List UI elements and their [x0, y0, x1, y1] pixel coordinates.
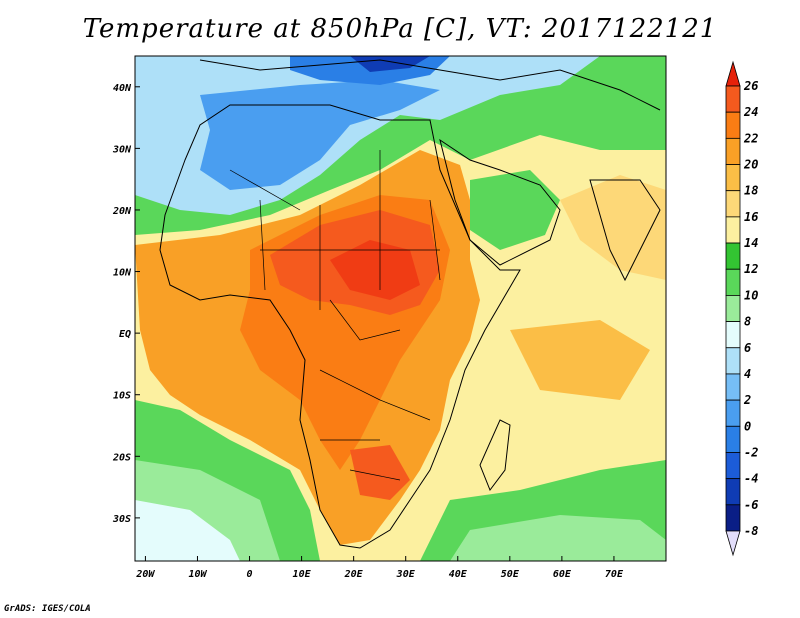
field-india-warm	[560, 175, 666, 280]
colorbar-segment	[725, 268, 741, 296]
lon-tick-label: 30E	[396, 569, 416, 580]
colorbar-segment	[725, 373, 741, 401]
field-europe-coldest	[350, 56, 430, 72]
colorbar-label: 18	[744, 184, 758, 198]
lon-tick-label: 60E	[553, 569, 572, 580]
coastlines	[159, 59, 661, 549]
lon-tick-label: 40E	[449, 569, 468, 580]
colorbar-label: 24	[743, 105, 758, 119]
colorbar-segment	[725, 111, 741, 139]
colorbar-label: -8	[744, 524, 758, 538]
field-south-indian-cool	[450, 515, 666, 561]
africa-coastline	[159, 104, 521, 549]
colorbar-bottom-arrow	[725, 530, 741, 557]
axis-ticks: 40N 30N 20N 10N EQ 10S 20S 30S 20W 10W 0 10E 20E 30E 4…	[112, 83, 624, 580]
field-africa-hottest	[330, 240, 420, 300]
colorbar-label: 22	[743, 131, 758, 145]
lat-tick-label: 10N	[113, 268, 132, 279]
colorbar-segment	[725, 347, 741, 375]
colorbar-segment	[725, 452, 741, 480]
colorbar-label: 26	[743, 79, 758, 93]
lat-tick-label: EQ	[119, 329, 131, 340]
lat-tick-label: 30S	[112, 514, 131, 525]
grads-credit: GrADS: IGES/COLA	[4, 604, 91, 614]
lon-tick-label: 10E	[293, 569, 312, 580]
europe-coastline	[199, 59, 661, 111]
colorbar-segment	[725, 190, 741, 218]
arabia-coastline	[439, 138, 561, 266]
field-sahara-cold	[200, 80, 440, 190]
country-borders	[229, 150, 441, 481]
colorbar-segment	[725, 216, 741, 244]
colorbar-label: 10	[744, 288, 758, 302]
colorbar-label: 2	[743, 393, 751, 407]
lon-tick-label: 20E	[344, 569, 364, 580]
colorbar-segment	[725, 504, 741, 532]
colorbar-segment	[725, 478, 741, 506]
temperature-field	[135, 56, 666, 561]
colorbar-label: 16	[744, 210, 758, 224]
colorbar-segment	[725, 85, 741, 113]
lat-tick-label: 40N	[113, 83, 132, 94]
lon-tick-label: 50E	[501, 569, 520, 580]
colorbar-label: 4	[744, 367, 751, 381]
colorbar-segment	[725, 164, 741, 192]
lat-tick-label: 10S	[113, 391, 131, 402]
india-coastline	[589, 179, 661, 282]
map-frame	[134, 55, 667, 562]
colorbar-segment	[725, 242, 741, 270]
colorbar-label: -6	[744, 498, 758, 512]
lat-tick-label: 20S	[112, 452, 131, 463]
lon-tick-label: 20W	[135, 569, 155, 580]
colorbar-label: 6	[744, 341, 751, 355]
colorbar-top-arrow	[725, 60, 741, 87]
field-south-atlantic-coolest	[135, 500, 240, 561]
field-arabia-green	[470, 170, 560, 250]
colorbar-label: 8	[744, 315, 751, 329]
colorbar-label: 0	[744, 419, 751, 433]
field-southern-hot	[350, 445, 410, 500]
lat-tick-label: 20N	[112, 206, 132, 217]
colorbar-segment	[725, 321, 741, 349]
colorbar-segment	[725, 137, 741, 165]
colorbar-label: -4	[744, 472, 758, 486]
colorbar-segment	[725, 425, 741, 453]
colorbar-label: -2	[744, 445, 758, 459]
colorbar-label: 12	[744, 262, 758, 276]
colorbar-segment	[725, 399, 741, 427]
lon-tick-label: 10W	[188, 569, 207, 580]
colorbar-label: 14	[744, 236, 758, 250]
map-title: Temperature at 850hPa [C], VT: 201712212…	[82, 14, 718, 44]
field-indian-ocean-warm	[510, 320, 650, 400]
lon-tick-label: 0	[247, 569, 253, 580]
colorbar-label: 20	[743, 158, 758, 172]
colorbar-segment	[725, 295, 741, 322]
lon-tick-label: 70E	[605, 569, 624, 580]
madagascar-coastline	[479, 419, 511, 492]
lat-tick-label: 30N	[112, 144, 132, 155]
